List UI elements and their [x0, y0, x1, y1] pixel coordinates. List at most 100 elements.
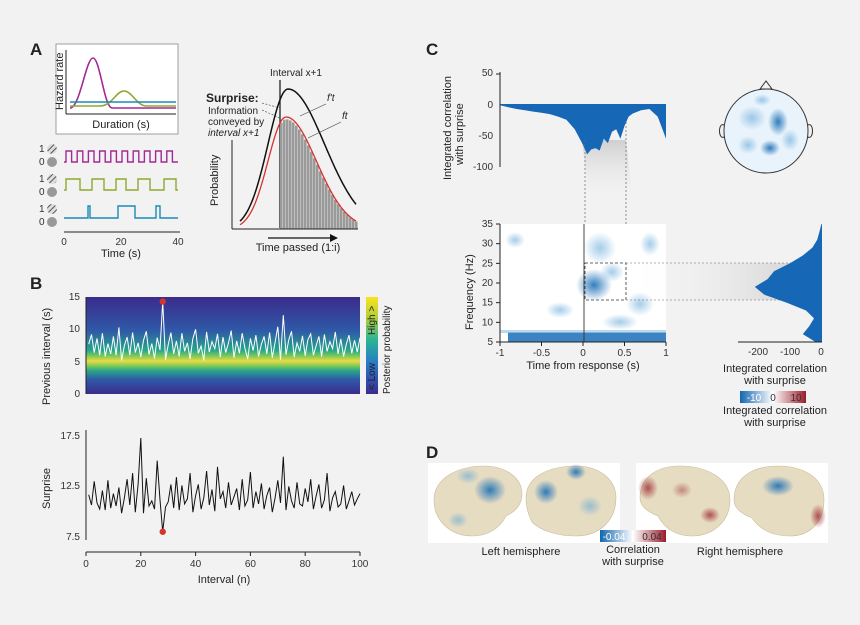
histogram-bar: [343, 211, 346, 229]
raster-row-2: 1 0: [39, 174, 178, 198]
time-frequency-map: 35 30 25 20 15 10 5 -1 -0.5 0 0.5 1 Frequency (Hz)…: [464, 219, 669, 372]
surprise-xtick-label: 100: [352, 559, 369, 570]
histogram-bar: [292, 122, 295, 229]
tf-xtick-label: 1: [663, 348, 669, 359]
time-course-ylabel-line-2: with surprise: [454, 103, 466, 166]
raster-tick-0: 0: [39, 187, 45, 198]
topo-blob: [738, 136, 758, 154]
c-colorbar-label-line-2: with surprise: [743, 417, 806, 429]
f-prime-label: f't: [327, 93, 336, 104]
histogram-bar: [289, 120, 292, 229]
topo-blob: [760, 140, 780, 156]
observed-interval-line: [88, 301, 360, 361]
tf-blob: [600, 262, 624, 282]
d-colorbar-label-line-2: with surprise: [601, 556, 664, 568]
c-colorbar-gradient: [740, 391, 806, 403]
c-colorbar-max: 10: [790, 393, 802, 404]
histogram-bar: [337, 204, 340, 229]
brain-blob: [672, 482, 692, 498]
surprise-ytick-7-5: 7.5: [66, 532, 80, 543]
heatmap-ytick-0: 0: [74, 389, 80, 400]
topo-blob: [768, 108, 788, 136]
scalp-topography: [719, 80, 813, 174]
hazard-curve-olive: [70, 90, 176, 107]
d-colorbar-min: -0.04: [603, 532, 626, 543]
tf-xtick-label: 0: [580, 348, 586, 359]
surprise-ylabel: Surprise: [41, 468, 53, 509]
tf-blob: [640, 232, 660, 256]
panel-c-letter: C: [426, 40, 438, 59]
surprise-ytick-12-5: 12.5: [61, 481, 81, 492]
d-colorbar-gradient: [600, 530, 666, 542]
time-course-area: [500, 104, 666, 155]
histogram-bar: [295, 125, 298, 229]
posterior-heatmap: 15 10 5 0 Previous interval (s) High > <…: [41, 292, 393, 405]
tf-blob: [602, 314, 638, 330]
freq-profile-xtick-100: -100: [780, 347, 800, 358]
striped-grating-icon: [47, 174, 57, 184]
f-label: ft: [342, 111, 349, 122]
prob-xlabel: Time passed (1:i): [256, 242, 341, 254]
surprise-series-line: [88, 437, 361, 532]
left-hemisphere-views: Left hemisphere: [428, 463, 620, 558]
tf-xlabel: Time from response (s): [526, 360, 639, 372]
brain-blob: [534, 480, 558, 504]
histogram-bar: [331, 194, 334, 229]
heatmap-ylabel: Previous interval (s): [41, 308, 53, 405]
histogram-bar: [298, 129, 301, 229]
prob-ylabel: Probability: [209, 154, 221, 206]
histogram-bar: [325, 183, 328, 229]
tf-ytick-label: 5: [487, 337, 493, 348]
left-hemisphere-label: Left hemisphere: [482, 546, 561, 558]
freq-profile-xtick-0: 0: [818, 347, 824, 358]
curve-f: [239, 88, 357, 222]
topo-blob: [738, 106, 766, 130]
colorbar-low-label: < Low: [367, 362, 378, 390]
surprise-desc-line-3: interval x+1: [208, 128, 259, 139]
histogram-bar: [304, 139, 307, 229]
panel-b-letter: B: [30, 274, 42, 293]
surprise-leader-line-2: [261, 109, 281, 119]
tf-blob: [584, 232, 616, 264]
surprise-xlabel: Interval (n): [198, 574, 251, 586]
time-course-ytick-50: -50: [479, 131, 494, 142]
raster-tick-0: 0: [39, 157, 45, 168]
gray-disc-icon: [47, 157, 57, 167]
raster-row-3: 1 0: [39, 204, 178, 228]
histogram-bar: [319, 171, 322, 229]
c-colorbar-min: -10: [747, 393, 762, 404]
histogram-bar: [340, 208, 343, 229]
surprise-title: Surprise:: [206, 91, 259, 105]
raster-trace-blue: [64, 205, 178, 219]
curve-f-prime: [239, 116, 357, 226]
surprise-desc-line-2: conveyed by: [208, 117, 264, 128]
heatmap-ytick-10: 10: [69, 324, 81, 335]
hazard-xlabel: Duration (s): [92, 119, 149, 131]
brain-blob: [456, 468, 480, 484]
brain-blob: [448, 512, 468, 528]
tf-xtick-label: -1: [496, 348, 505, 359]
histogram-bar: [349, 217, 352, 229]
tf-ytick-label: 30: [482, 239, 494, 250]
surprise-xtick-label: 80: [300, 559, 312, 570]
raster-trace-olive: [64, 178, 178, 191]
tf-ytick-label: 20: [482, 278, 494, 289]
time-course-ytick-50-pos: 50: [482, 68, 494, 79]
tf-ytick-label: 15: [482, 298, 494, 309]
raster-xtick-0: 0: [61, 237, 67, 248]
brain-blob: [762, 476, 794, 496]
c-colorbar-mid: 0: [770, 393, 776, 404]
gray-disc-icon: [47, 217, 57, 227]
raster-tick-1: 1: [39, 144, 45, 155]
time-arrow-head-icon: [330, 234, 338, 242]
tf-blob: [546, 302, 574, 318]
surprise-ytick-17-5: 17.5: [61, 431, 81, 442]
surprise-xtick-label: 0: [83, 559, 89, 570]
gray-disc-icon: [47, 187, 57, 197]
histogram-bar: [301, 134, 304, 229]
tf-ylabel: Frequency (Hz): [464, 254, 476, 330]
histogram-bar: [322, 177, 325, 229]
tf-xtick-label: 0.5: [618, 348, 632, 359]
brain-blob: [638, 476, 658, 500]
